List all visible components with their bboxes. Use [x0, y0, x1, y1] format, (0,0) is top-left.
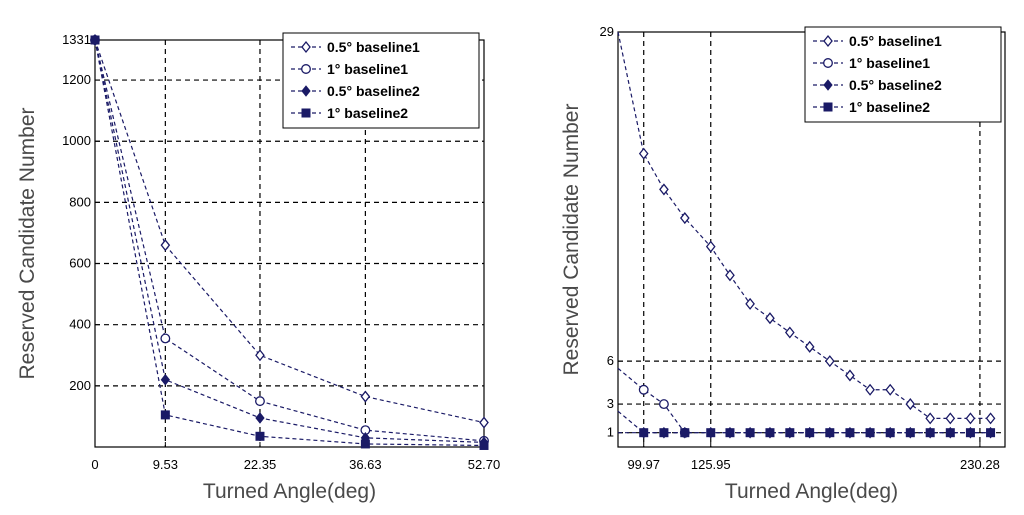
data-point-series-4	[680, 428, 690, 438]
data-point-series-4	[825, 428, 835, 438]
legend-marker-2	[301, 64, 311, 74]
data-point-series-1	[479, 416, 489, 429]
data-point-series-4	[765, 428, 775, 438]
x-tick-label: 125.95	[691, 457, 731, 472]
y-tick-label: 6	[607, 353, 614, 368]
data-point-series-1	[659, 183, 669, 196]
data-point-series-4	[925, 428, 935, 438]
data-point-series-3	[160, 373, 170, 386]
data-point-series-2	[255, 396, 265, 407]
left-chart: 0 9.53 22.35 36.63 52.70 200 400 600 800 1000 1200…	[16, 32, 500, 503]
y-tick-label: 1	[607, 425, 614, 440]
legend-marker-3	[823, 79, 833, 91]
y-tick-label: 29	[600, 24, 614, 39]
y-tick-label: 200	[69, 378, 91, 393]
data-point-series-4	[905, 428, 915, 438]
data-point-series-1	[824, 355, 835, 368]
legend-label-2: 1° baseline1	[327, 61, 408, 77]
data-point-series-4	[865, 428, 875, 438]
data-point-series-1	[255, 349, 265, 362]
data-point-series-2	[160, 333, 171, 344]
data-point-series-1	[845, 369, 855, 382]
data-point-series-1	[745, 297, 755, 310]
legend-box	[282, 32, 480, 129]
legend-label-3: 0.5° baseline2	[327, 83, 420, 99]
data-point-series-1	[705, 240, 716, 253]
legend-box	[804, 26, 1002, 123]
data-point-series-4	[805, 428, 815, 438]
legend-label-4: 1° baseline2	[327, 105, 408, 121]
data-point-series-4	[255, 431, 265, 441]
data-point-series-4	[479, 440, 489, 450]
data-point-series-1	[784, 326, 795, 339]
series-line-2	[617, 367, 686, 434]
data-point-series-4	[845, 428, 855, 438]
legend-marker-2	[823, 58, 833, 68]
data-point-series-4	[90, 35, 100, 45]
y-tick-label: 1000	[62, 133, 91, 148]
data-point-series-1	[765, 312, 775, 325]
data-point-series-2	[638, 384, 649, 395]
data-point-series-1	[360, 390, 371, 403]
x-tick-label: 230.28	[960, 457, 1000, 472]
legend-marker-1	[301, 40, 311, 54]
legend-label-1: 0.5° baseline1	[849, 33, 942, 49]
data-point-series-1	[985, 412, 996, 425]
legend: 0.5° baseline1 1° baseline1 0.5° baseline2…	[282, 32, 480, 129]
right-chart: 99.97 125.95 230.28 1 3 6 29 Turned Angle(deg) R…	[560, 24, 1006, 503]
data-point-series-4	[945, 428, 955, 438]
data-point-series-1	[925, 412, 936, 425]
legend-label-1: 0.5° baseline1	[327, 39, 420, 55]
data-point-series-4	[965, 428, 975, 438]
y-tick-label: 800	[69, 194, 91, 209]
x-tick-label: 9.53	[153, 457, 178, 472]
data-point-series-4	[706, 428, 716, 438]
x-axis-title: Turned Angle(deg)	[203, 480, 376, 503]
data-point-series-4	[360, 439, 370, 449]
x-tick-label: 22.35	[244, 457, 277, 472]
y-tick-label: 400	[69, 317, 91, 332]
y-axis-title: Reserved Candidate Number	[560, 104, 583, 376]
data-point-series-4	[639, 428, 649, 438]
legend: 0.5° baseline1 1° baseline1 0.5° baseline2…	[804, 26, 1002, 123]
y-tick-label: 1200	[62, 72, 91, 87]
x-tick-label: 0	[91, 457, 98, 472]
data-point-series-4	[785, 428, 795, 438]
data-point-series-4	[745, 428, 755, 438]
x-axis-title: Turned Angle(deg)	[725, 480, 898, 503]
x-tick-label: 52.70	[468, 457, 501, 472]
legend-marker-1	[823, 34, 833, 48]
y-tick-label: 600	[69, 256, 91, 271]
data-point-series-4	[725, 428, 735, 438]
data-point-series-1	[679, 211, 690, 225]
data-point-series-1	[905, 398, 916, 411]
data-point-series-4	[885, 428, 895, 438]
x-tick-label: 36.63	[349, 457, 382, 472]
data-point-series-1	[865, 383, 875, 396]
data-point-series-1	[638, 147, 649, 160]
data-point-series-1	[945, 412, 956, 425]
data-point-series-4	[160, 410, 170, 420]
y-tick-label: 3	[607, 396, 614, 411]
data-point-series-2	[658, 399, 669, 410]
data-point-series-4	[986, 428, 996, 438]
data-point-series-1	[804, 340, 815, 353]
data-point-series-4	[659, 428, 669, 438]
data-point-series-1	[160, 239, 171, 252]
data-point-series-1	[885, 383, 896, 396]
y-axis-title: Reserved Candidate Number	[16, 108, 39, 380]
legend-marker-4	[823, 102, 833, 112]
legend-marker-3	[301, 85, 311, 97]
legend-label-3: 0.5° baseline2	[849, 77, 942, 93]
y-tick-label: 1331	[62, 32, 91, 47]
legend-label-2: 1° baseline1	[849, 55, 930, 71]
x-tick-label: 99.97	[627, 457, 660, 472]
data-point-series-1	[725, 269, 735, 282]
data-point-series-3	[255, 412, 265, 424]
legend-label-4: 1° baseline2	[849, 99, 930, 115]
legend-marker-4	[301, 108, 311, 118]
data-point-series-1	[965, 412, 976, 425]
